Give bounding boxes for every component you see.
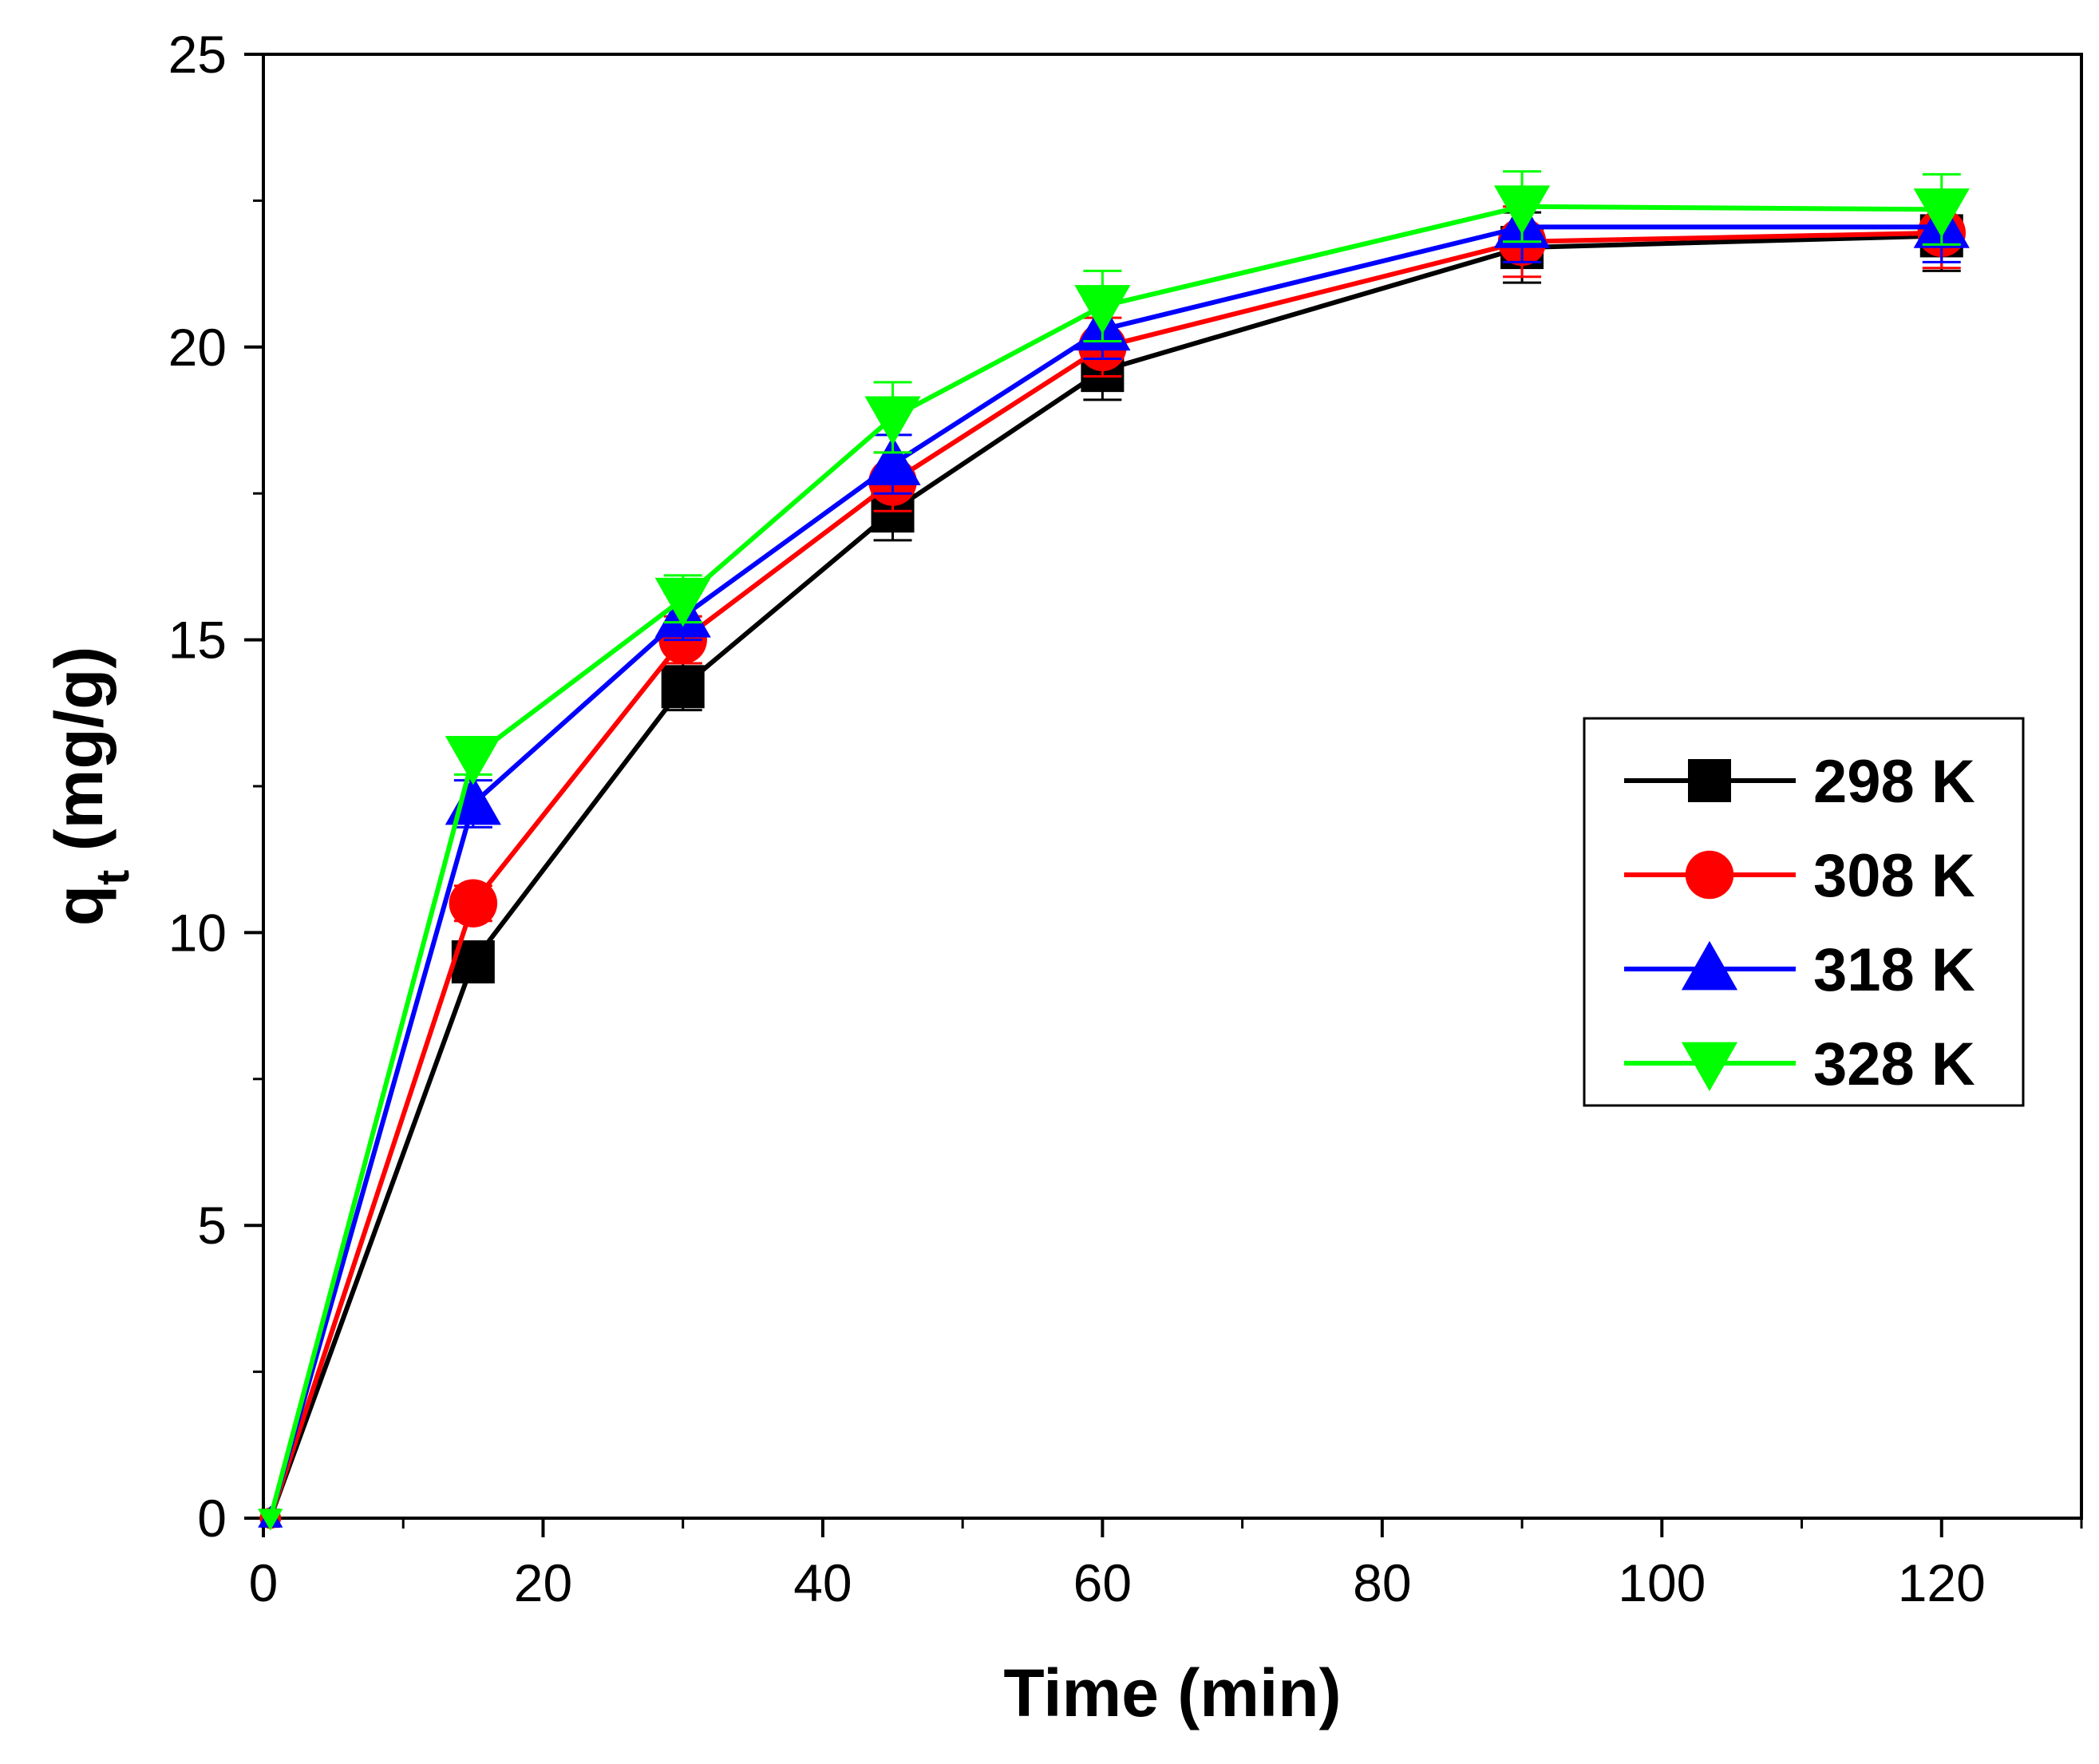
- data-point: [1074, 285, 1131, 334]
- data-point: [1913, 188, 1970, 238]
- y-tick-label: 15: [168, 611, 227, 670]
- x-axis-title: Time (min): [1003, 1655, 1341, 1730]
- legend-item-298-k: 298 K: [1624, 748, 1975, 816]
- legend-label: 318 K: [1813, 936, 1975, 1004]
- legend-label: 308 K: [1813, 842, 1975, 910]
- legend-item-318-k: 318 K: [1624, 936, 1975, 1004]
- legend-marker: [1681, 1042, 1738, 1092]
- data-point: [445, 735, 501, 785]
- y-tick-label: 25: [168, 25, 227, 84]
- data-point: [864, 396, 921, 445]
- series-layer: [258, 170, 1970, 1531]
- data-point: [661, 665, 705, 709]
- y-tick-label: 0: [197, 1489, 227, 1548]
- legend-marker: [1685, 850, 1734, 900]
- data-point: [1493, 185, 1551, 235]
- x-tick-label: 100: [1618, 1553, 1706, 1612]
- legend: 298 K 308 K 318 K 328 K: [1583, 717, 2025, 1107]
- legend-item-308-k: 308 K: [1624, 842, 1975, 910]
- legend-marker: [1681, 940, 1738, 991]
- y-tick-label: 5: [197, 1196, 227, 1255]
- y-tick-label: 10: [168, 903, 227, 962]
- legend-label: 328 K: [1813, 1030, 1975, 1098]
- y-tick-label: 20: [168, 318, 227, 377]
- legend-item-328-k: 328 K: [1624, 1030, 1975, 1098]
- data-point: [654, 577, 711, 627]
- series-328-k: [258, 170, 1970, 1531]
- data-point: [258, 1509, 283, 1531]
- x-tick-label: 120: [1898, 1553, 1986, 1612]
- x-tick-label: 20: [514, 1553, 572, 1612]
- x-tick-label: 40: [793, 1553, 852, 1612]
- legend-marker: [1688, 759, 1731, 802]
- data-point: [864, 436, 921, 485]
- x-tick-label: 0: [249, 1553, 279, 1612]
- axis-ticks: 0 20 40 60 80 100 120 0 5 10 15 20 25: [168, 25, 2083, 1612]
- data-point: [449, 879, 498, 927]
- y-axis-title: qt (mg/g): [42, 647, 139, 927]
- x-tick-label: 60: [1073, 1553, 1132, 1612]
- legend-label: 298 K: [1813, 748, 1975, 816]
- x-tick-label: 80: [1353, 1553, 1411, 1612]
